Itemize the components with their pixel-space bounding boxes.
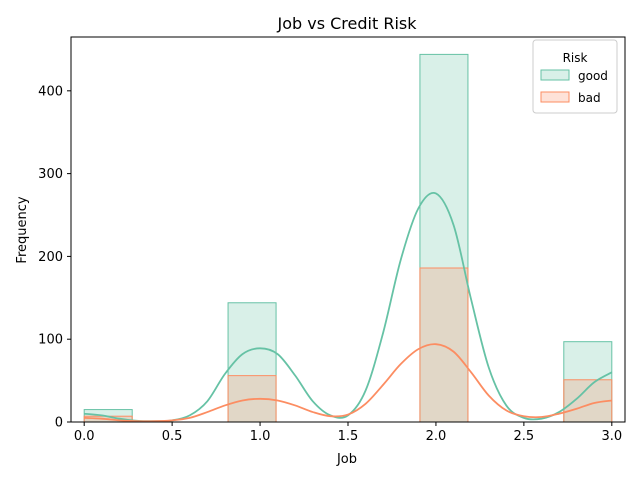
legend-swatch-good	[540, 69, 570, 81]
kde-line-bad	[84, 343, 612, 423]
legend-label-bad: bad	[578, 91, 601, 105]
legend-frame	[532, 39, 618, 114]
kde-layer	[84, 191, 613, 423]
y-axis-label: Frequency	[15, 196, 30, 263]
x-tick-label: 1.5	[338, 429, 359, 444]
x-axis-label: Job	[336, 452, 357, 467]
x-tick-label: 2.5	[514, 429, 535, 444]
y-tick-label: 200	[38, 250, 63, 265]
x-tick-label: 0.0	[74, 429, 95, 444]
y-tick-label: 400	[38, 84, 63, 99]
chart-title: Job vs Credit Risk	[276, 14, 417, 33]
x-tick-label: 2.0	[426, 429, 447, 444]
axes-layer: 0.0 0.5 1.0 1.5 2.0 2.5 3.0 0 100 200 300 400	[38, 36, 626, 444]
legend-title: Risk	[563, 51, 588, 65]
legend: Risk good bad	[532, 39, 618, 114]
x-tick-label: 0.5	[162, 429, 183, 444]
bar-good-2	[419, 53, 469, 423]
legend-swatch-bad	[540, 91, 570, 103]
x-tick-label: 1.0	[250, 429, 271, 444]
legend-label-good: good	[578, 69, 608, 83]
y-tick-label: 300	[38, 167, 63, 182]
x-tick-label: 3.0	[601, 429, 622, 444]
y-tick-label: 100	[38, 333, 63, 348]
y-tick-label: 0	[55, 416, 63, 431]
